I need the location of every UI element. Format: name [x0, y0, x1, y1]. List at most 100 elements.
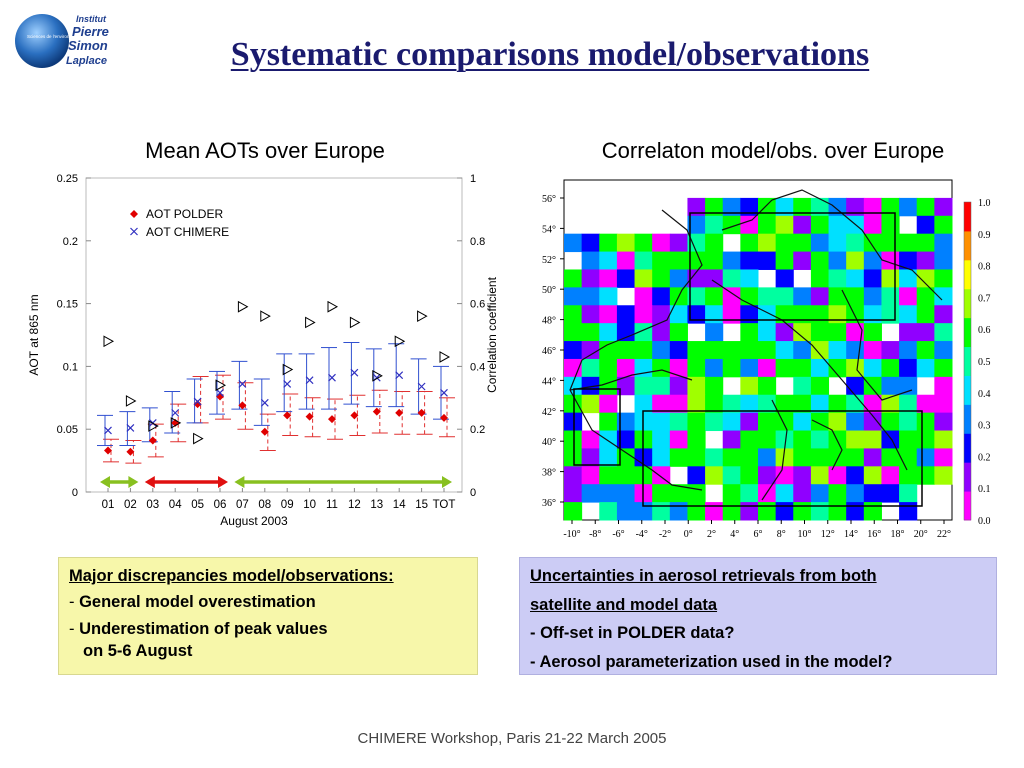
period-arrow-head — [100, 476, 110, 488]
x-tick-label: 03 — [146, 499, 159, 511]
map-cell — [722, 484, 741, 503]
colorbar-tick-label: 0.9 — [978, 230, 991, 241]
correlation-point — [439, 351, 451, 363]
map-cell — [599, 233, 618, 253]
chimere-point — [171, 408, 180, 417]
map-cell — [564, 484, 583, 503]
map-cell — [758, 287, 777, 306]
map-cell — [705, 341, 724, 360]
map-cell — [599, 394, 618, 414]
map-cell — [581, 287, 600, 306]
map-cell — [881, 484, 900, 503]
map-cell — [828, 233, 847, 253]
map-cell — [916, 305, 935, 324]
map-cell — [793, 323, 812, 342]
map-cell — [705, 412, 724, 432]
map-cell — [599, 430, 618, 449]
footer: CHIMERE Workshop, Paris 21-22 March 2005 — [357, 730, 667, 747]
map-cell — [599, 448, 618, 467]
map-cell — [916, 215, 935, 235]
map-cell — [616, 358, 636, 378]
map-cell — [846, 341, 865, 360]
map-cell — [810, 430, 830, 449]
map-cell — [899, 448, 918, 467]
lat-tick-label: 46° — [542, 346, 556, 357]
map-cell — [616, 269, 636, 288]
correlation-point — [394, 335, 406, 348]
map-cell — [652, 502, 671, 521]
uncertainties-item-1: - Off-set in POLDER data? — [530, 624, 735, 643]
lat-tick-label: 54° — [542, 224, 556, 235]
map-cell — [616, 341, 636, 360]
map-cell — [846, 251, 865, 270]
polder-point — [305, 412, 314, 421]
map-cell — [758, 394, 777, 414]
map-cell — [863, 448, 882, 467]
map-cell — [775, 305, 794, 324]
x-tick-label: 01 — [102, 499, 115, 511]
chimere-point — [417, 382, 426, 391]
map-cell — [616, 484, 636, 503]
map-cell — [793, 466, 812, 485]
map-cell — [616, 412, 636, 432]
uncertainties-heading-line1: Uncertainties in aerosol retrievals from… — [530, 567, 877, 585]
period-arrow-head — [442, 476, 452, 488]
legend-chimere-label: AOT CHIMERE — [146, 225, 229, 239]
map-cell — [793, 215, 812, 235]
map-cell — [846, 430, 865, 449]
map-cell — [740, 215, 759, 235]
page-title: Systematic comparisons model/observation… — [230, 36, 870, 73]
map-cell — [758, 376, 777, 396]
polder-point — [148, 436, 157, 445]
colorbar-bin — [964, 375, 971, 405]
map-cell — [705, 269, 724, 288]
map-cell — [722, 215, 741, 235]
map-cell — [687, 502, 706, 521]
map-cell — [669, 269, 688, 288]
colorbar-frame — [963, 201, 972, 521]
map-cell — [722, 341, 741, 360]
map-cell — [758, 233, 777, 253]
map-cell — [599, 484, 618, 503]
colorbar-bin — [964, 346, 971, 376]
y-tick-label: 0.1 — [63, 361, 78, 373]
map-cell — [899, 197, 918, 217]
lon-tick-label: 2° — [707, 529, 716, 540]
map-cell — [564, 287, 583, 306]
map-cell — [828, 412, 847, 432]
map-cell — [846, 323, 865, 342]
map-cell — [669, 484, 688, 503]
y-tick-label: 0.2 — [63, 236, 78, 248]
map-cell — [828, 287, 847, 306]
map-cell — [828, 341, 847, 360]
map-cell — [599, 287, 618, 306]
map-cell — [828, 215, 847, 235]
colorbar-bin — [964, 259, 971, 290]
map-cell — [669, 233, 688, 253]
chimere-point — [395, 371, 404, 380]
left-chart-subtitle: Mean AOTs over Europe — [145, 138, 385, 163]
y2-tick-label: 0.2 — [470, 424, 485, 436]
map-cell — [564, 233, 583, 253]
map-cell — [581, 269, 600, 288]
map-cell — [916, 448, 935, 467]
map-cell — [881, 430, 900, 449]
map-cell — [616, 305, 636, 324]
lon-tick-label: 16° — [867, 529, 881, 540]
colorbar-tick-label: 0.2 — [978, 452, 991, 463]
chimere-point — [440, 388, 448, 397]
map-cell — [881, 394, 900, 414]
discrepancies-item-2: - Underestimation of peak values on 5-6 … — [69, 620, 328, 660]
map-cell — [828, 358, 847, 378]
map-cell — [652, 484, 671, 503]
legend-polder-label: AOT POLDER — [146, 207, 223, 221]
chimere-point — [238, 380, 247, 388]
map-cell — [581, 376, 600, 396]
lat-tick-label: 36° — [542, 498, 556, 509]
period-arrow-head — [144, 476, 155, 488]
map-cell — [687, 215, 706, 235]
map-cell — [828, 394, 847, 414]
map-cell — [722, 269, 741, 288]
lat-tick-label: 50° — [542, 285, 556, 296]
